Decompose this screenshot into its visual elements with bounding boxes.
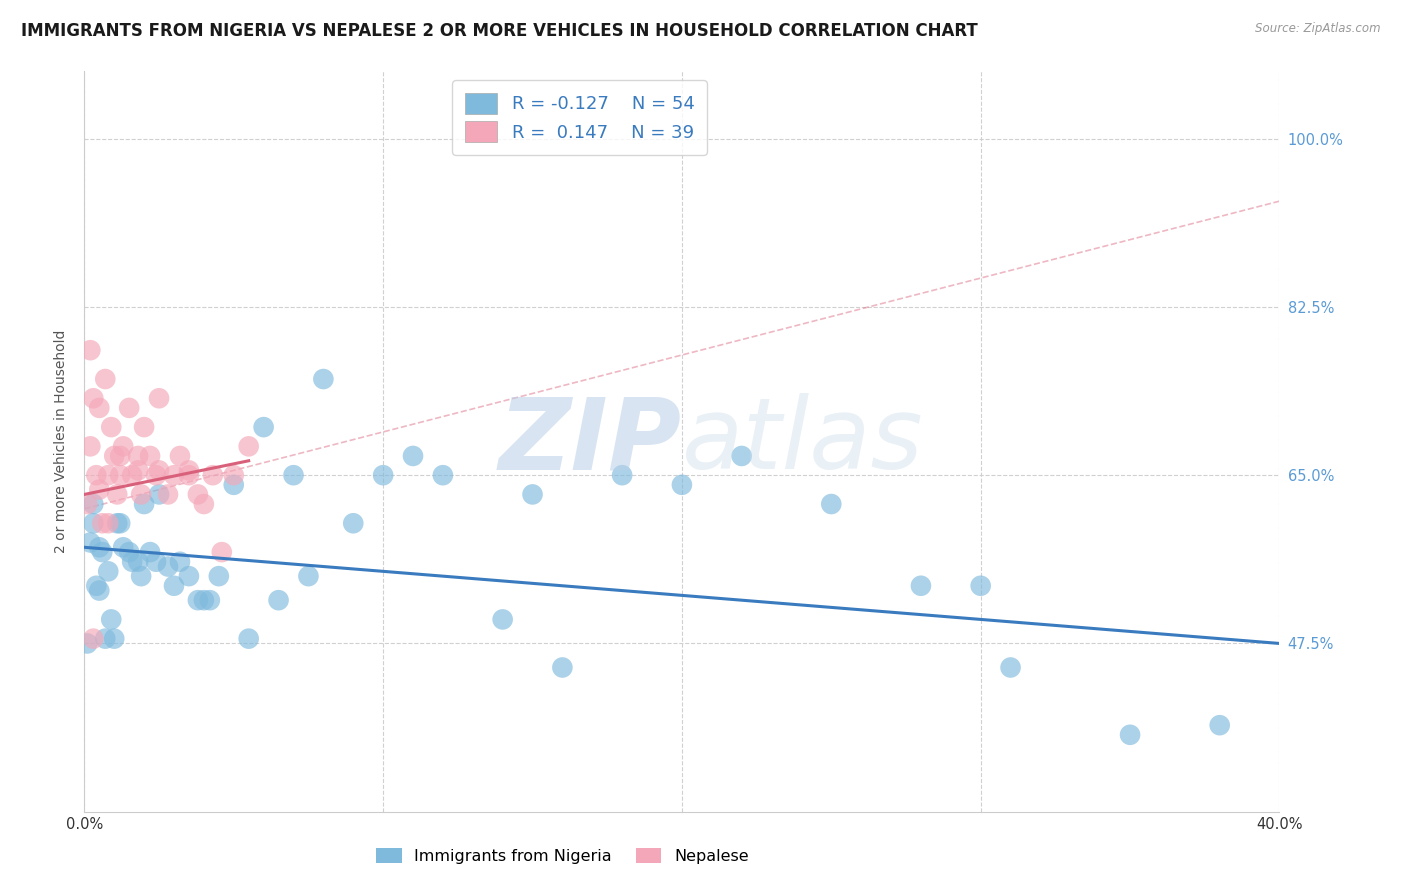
Point bbox=[267, 593, 290, 607]
Point bbox=[110, 516, 132, 531]
Text: ZIP: ZIP bbox=[499, 393, 682, 490]
Point bbox=[82, 516, 104, 531]
Legend: Immigrants from Nigeria, Nepalese: Immigrants from Nigeria, Nepalese bbox=[370, 842, 755, 871]
Point bbox=[86, 468, 108, 483]
Point bbox=[110, 468, 132, 483]
Point bbox=[177, 468, 200, 483]
Point bbox=[76, 497, 98, 511]
Text: IMMIGRANTS FROM NIGERIA VS NEPALESE 2 OR MORE VEHICLES IN HOUSEHOLD CORRELATION : IMMIGRANTS FROM NIGERIA VS NEPALESE 2 OR… bbox=[21, 22, 977, 40]
Point bbox=[139, 545, 162, 559]
Point bbox=[89, 401, 111, 415]
Point bbox=[118, 401, 141, 415]
Point bbox=[731, 449, 754, 463]
Point bbox=[129, 569, 152, 583]
Point bbox=[208, 569, 231, 583]
Point bbox=[86, 579, 108, 593]
Point bbox=[97, 565, 120, 579]
Point bbox=[222, 478, 245, 492]
Point bbox=[187, 593, 209, 607]
Point bbox=[89, 483, 111, 497]
Point bbox=[148, 487, 170, 501]
Point bbox=[112, 541, 135, 555]
Point bbox=[100, 612, 122, 626]
Point bbox=[198, 593, 221, 607]
Text: Source: ZipAtlas.com: Source: ZipAtlas.com bbox=[1256, 22, 1381, 36]
Point bbox=[132, 497, 156, 511]
Point bbox=[177, 569, 200, 583]
Point bbox=[201, 468, 224, 483]
Point bbox=[91, 516, 114, 531]
Point bbox=[82, 632, 104, 646]
Point bbox=[193, 593, 215, 607]
Point bbox=[89, 583, 111, 598]
Point bbox=[105, 487, 128, 501]
Point bbox=[910, 579, 932, 593]
Point bbox=[253, 420, 276, 434]
Point bbox=[89, 541, 111, 555]
Point bbox=[100, 420, 122, 434]
Point bbox=[169, 555, 191, 569]
Point bbox=[145, 555, 167, 569]
Point bbox=[187, 487, 209, 501]
Point bbox=[238, 632, 260, 646]
Point bbox=[551, 660, 574, 674]
Point bbox=[283, 468, 305, 483]
Point bbox=[492, 612, 515, 626]
Point bbox=[148, 463, 170, 477]
Point bbox=[118, 545, 141, 559]
Point bbox=[163, 579, 186, 593]
Point bbox=[79, 343, 101, 358]
Point bbox=[222, 468, 245, 483]
Point bbox=[91, 545, 114, 559]
Y-axis label: 2 or more Vehicles in Household: 2 or more Vehicles in Household bbox=[55, 330, 69, 553]
Point bbox=[312, 372, 335, 386]
Text: atlas: atlas bbox=[682, 393, 924, 490]
Point bbox=[238, 439, 260, 453]
Point bbox=[612, 468, 634, 483]
Point bbox=[94, 632, 117, 646]
Point bbox=[97, 468, 120, 483]
Point bbox=[94, 372, 117, 386]
Point bbox=[97, 516, 120, 531]
Point bbox=[820, 497, 842, 511]
Point bbox=[163, 468, 186, 483]
Point bbox=[157, 487, 180, 501]
Point bbox=[1209, 718, 1232, 732]
Point bbox=[103, 632, 125, 646]
Point bbox=[103, 449, 125, 463]
Point bbox=[157, 559, 180, 574]
Point bbox=[121, 555, 143, 569]
Point bbox=[1000, 660, 1022, 674]
Point bbox=[145, 468, 167, 483]
Point bbox=[127, 449, 149, 463]
Point bbox=[127, 463, 149, 477]
Point bbox=[970, 579, 993, 593]
Point bbox=[79, 535, 101, 549]
Point bbox=[373, 468, 395, 483]
Point bbox=[129, 487, 152, 501]
Point bbox=[177, 463, 200, 477]
Point bbox=[76, 636, 98, 650]
Point bbox=[105, 516, 128, 531]
Point bbox=[132, 420, 156, 434]
Point bbox=[193, 497, 215, 511]
Point bbox=[297, 569, 319, 583]
Point bbox=[110, 449, 132, 463]
Point bbox=[139, 449, 162, 463]
Point bbox=[211, 545, 233, 559]
Point bbox=[432, 468, 454, 483]
Point bbox=[522, 487, 544, 501]
Point bbox=[79, 439, 101, 453]
Point bbox=[82, 391, 104, 405]
Point bbox=[671, 478, 693, 492]
Point bbox=[402, 449, 425, 463]
Point bbox=[148, 391, 170, 405]
Point bbox=[112, 439, 135, 453]
Point bbox=[169, 449, 191, 463]
Point bbox=[127, 555, 149, 569]
Point bbox=[1119, 728, 1142, 742]
Point bbox=[342, 516, 364, 531]
Point bbox=[121, 468, 143, 483]
Point bbox=[82, 497, 104, 511]
